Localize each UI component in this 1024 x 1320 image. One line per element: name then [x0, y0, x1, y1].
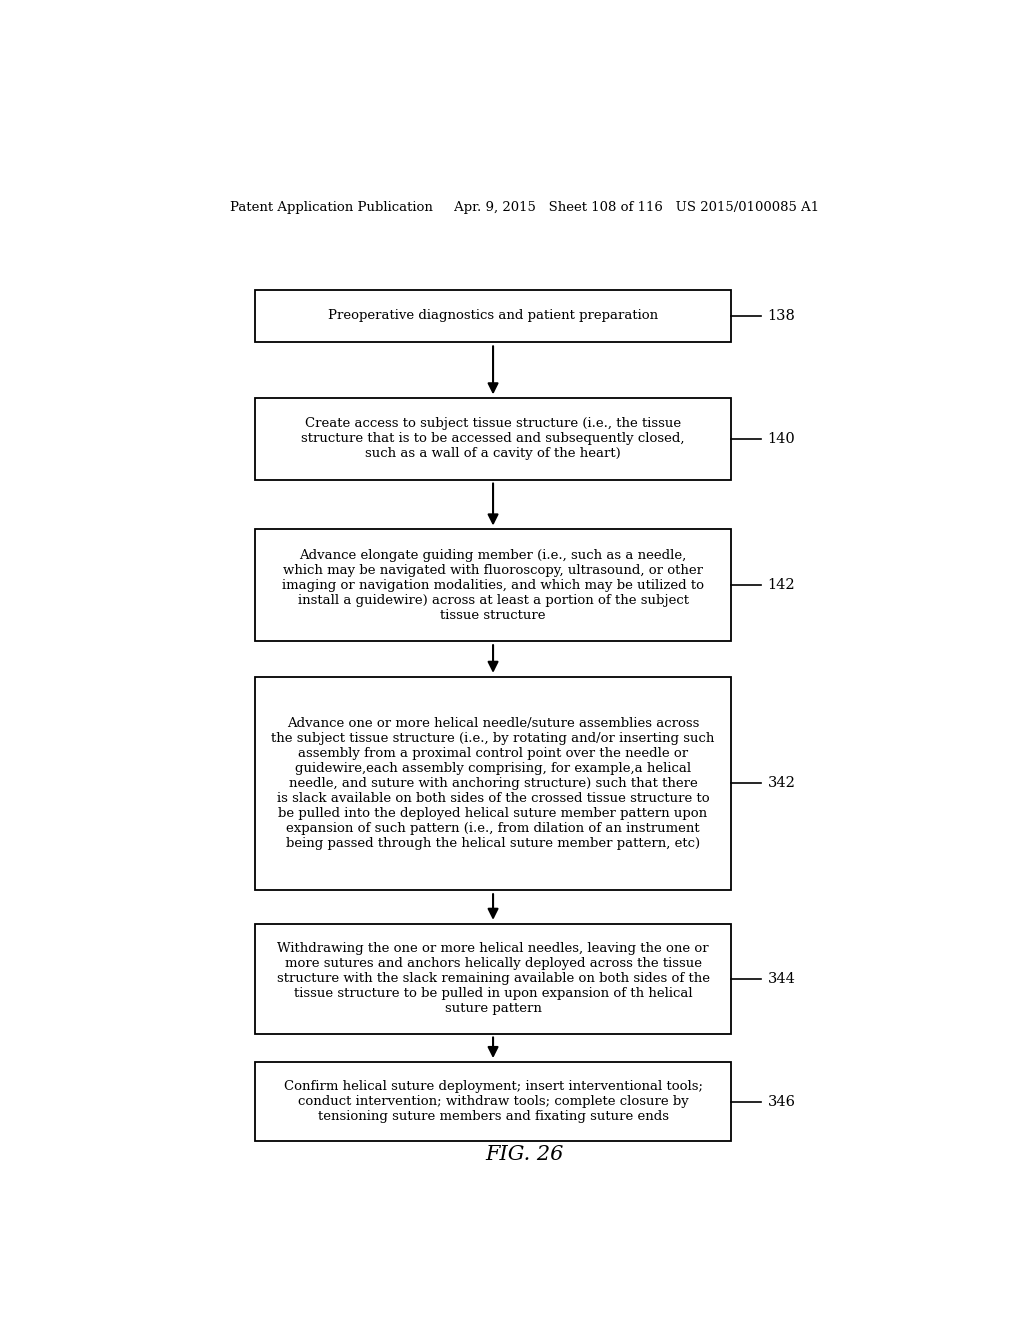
Text: Advance elongate guiding member (i.e., such as a needle,
which may be navigated : Advance elongate guiding member (i.e., s…: [282, 549, 705, 622]
Text: Advance one or more helical needle/suture assemblies across
the subject tissue s: Advance one or more helical needle/sutur…: [271, 717, 715, 850]
FancyBboxPatch shape: [255, 924, 731, 1034]
FancyBboxPatch shape: [255, 1063, 731, 1142]
Text: Withdrawing the one or more helical needles, leaving the one or
more sutures and: Withdrawing the one or more helical need…: [276, 942, 710, 1015]
Text: 142: 142: [768, 578, 796, 593]
Text: Confirm helical suture deployment; insert interventional tools;
conduct interven: Confirm helical suture deployment; inser…: [284, 1080, 702, 1123]
Text: FIG. 26: FIG. 26: [485, 1144, 564, 1164]
FancyBboxPatch shape: [255, 677, 731, 890]
Text: 346: 346: [768, 1094, 796, 1109]
FancyBboxPatch shape: [255, 529, 731, 642]
Text: 342: 342: [768, 776, 796, 791]
FancyBboxPatch shape: [255, 399, 731, 479]
Text: Patent Application Publication     Apr. 9, 2015   Sheet 108 of 116   US 2015/010: Patent Application Publication Apr. 9, 2…: [230, 201, 819, 214]
Text: 140: 140: [768, 432, 796, 446]
Text: Create access to subject tissue structure (i.e., the tissue
structure that is to: Create access to subject tissue structur…: [301, 417, 685, 461]
Text: Preoperative diagnostics and patient preparation: Preoperative diagnostics and patient pre…: [328, 309, 658, 322]
Text: 344: 344: [768, 972, 796, 986]
Text: 138: 138: [768, 309, 796, 323]
FancyBboxPatch shape: [255, 289, 731, 342]
